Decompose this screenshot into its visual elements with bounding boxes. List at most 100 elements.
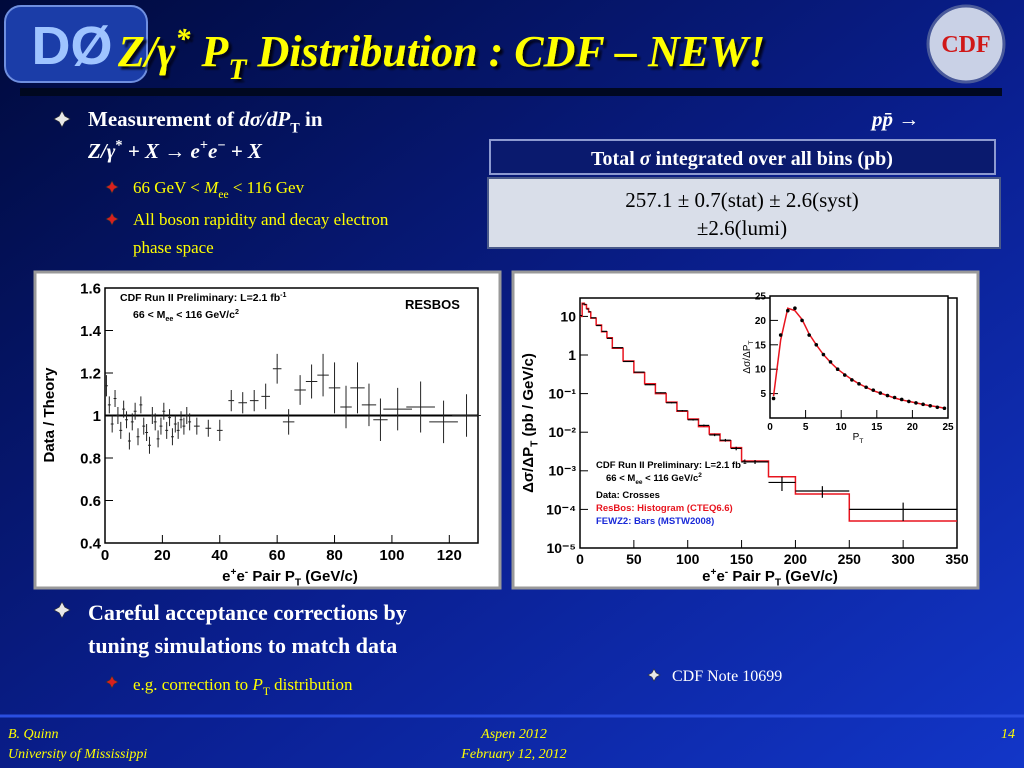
inset-data-point [871,388,876,392]
footer-text: University of Mississippi [8,747,147,762]
text-run: Δσ/ΔP [742,344,753,373]
y-tick-label: 10⁻¹ [548,386,576,402]
text-run: 2 [698,472,702,479]
text-run: + X → e [123,139,200,163]
inset-data-point [935,405,940,410]
x-tick-label: 15 [871,422,883,433]
text-run: T [748,340,755,344]
footer-text: B. Quinn [8,727,59,742]
text-run: pp̄ → [870,107,919,131]
x-tick-label: 50 [626,551,642,567]
legend-entry: Data: Crosses [596,490,660,501]
bullet-icon [53,601,71,619]
footer-text: 14 [1001,727,1015,742]
inset-data-point [835,367,840,372]
title-rule [20,88,1002,96]
text-run: * [175,22,191,55]
x-tick-label: 250 [838,551,862,567]
inset-data-point [928,404,932,408]
text-run: + [231,567,237,578]
legend-text: 66 < Mee < 116 GeV/c2 [133,308,239,323]
sub-bullet-text: 66 GeV < Mee < 116 Gev [133,178,305,201]
sub-bullet-text: e.g. correction to PT distribution [133,675,353,698]
text-run: Distribution : CDF – NEW! [247,27,766,76]
result-box [487,177,1001,249]
text-run: -1 [280,291,286,299]
legend-entry: ResBos: Histogram (CTEQ6.6) [596,503,733,514]
y-tick-label: 1.6 [80,280,101,297]
text-run: - [725,567,728,578]
x-tick-label: 0 [767,422,773,433]
legend-entry: FEWZ2: Bars (MSTW2008) [596,516,714,527]
sub-bullet-text: phase space [133,238,214,257]
text-run: (pb / GeV/c) [520,353,537,441]
plot-frame [769,295,949,419]
y-axis-label: Data / Theory [41,367,58,463]
text-run: -1 [741,459,747,466]
bullet-text: Careful acceptance corrections by [88,600,407,625]
text-run: P [251,675,262,694]
text-run: Pair P [248,568,295,585]
text-run: ee [165,315,173,323]
inset-x-label: PT [853,432,864,445]
inset-data-point [821,352,826,357]
footer-text: February 12, 2012 [460,747,566,762]
sub-bullet-icon [105,675,119,689]
text-run: Total [591,148,640,170]
bullet-text: tuning simulations to match data [88,633,397,658]
x-tick-label: 200 [784,551,808,567]
text-run: e [208,139,217,163]
y-tick-label: 10⁻² [548,424,576,440]
text-run: < 116 GeV/c [173,309,235,321]
inset-data-point [778,333,783,337]
text-run: Z/γ [87,139,116,163]
logo-right [926,4,1006,84]
inset-data-point [892,395,897,400]
logo-right-text: CDF [941,32,990,58]
result-header-box [489,139,996,175]
inset-data-point [842,373,847,377]
sub-bullet-icon [105,212,119,226]
x-tick-label: 20 [154,547,171,564]
y-tick-label: 1 [93,408,101,425]
text-run: 2 [235,308,239,316]
x-axis-label: e+e- Pair PT (GeV/c) [702,567,838,589]
text-run: e [716,568,724,585]
text-run: T [859,438,863,445]
text-run: Pair P [728,568,775,585]
text-run: 66 GeV < [133,178,204,197]
y-tick-label: 10 [560,308,576,324]
text-run: P [190,27,229,76]
x-tick-label: 10 [836,422,848,433]
slide-title: Z/γ* PT Distribution : CDF – NEW! [117,22,765,86]
inset-data-point [899,397,904,402]
plot-frame [579,297,958,549]
bullet-icon [53,110,71,128]
text-run: T [775,578,782,589]
x-tick-label: 0 [101,547,109,564]
text-run: (GeV/c) [301,568,358,585]
result-line: 257.1 ± 0.7(stat) ± 2.6(syst) [625,188,859,212]
inset-data-point [864,385,868,390]
x-axis-label: e+e- Pair PT (GeV/c) [222,567,358,589]
text-run: in [300,107,323,131]
text-run: ee [635,479,643,486]
y-tick-label: 10⁻⁵ [546,540,576,556]
text-run: T [295,578,302,589]
text-run: + [200,138,208,154]
result-header: Total σ integrated over all bins (pb) [591,148,893,170]
y-tick-label: 25 [755,292,767,303]
y-tick-label: 15 [755,340,767,351]
text-run: < 116 GeV/c [643,473,699,484]
text-run: Data / Theory [41,367,58,463]
text-run: * [115,138,122,154]
inset-data-point [800,318,804,323]
y-tick-label: 0.6 [80,493,101,510]
bullet-text: Z/γ* + X → e+e− + X [87,138,263,163]
inset-data-point [786,308,790,313]
inset-data-point [857,382,861,386]
legend-text: 66 < Mee < 116 GeV/c2 [606,472,702,486]
x-tick-label: 150 [730,551,754,567]
inset-data-point [885,393,890,398]
text-run: e.g. correction to [133,675,252,694]
